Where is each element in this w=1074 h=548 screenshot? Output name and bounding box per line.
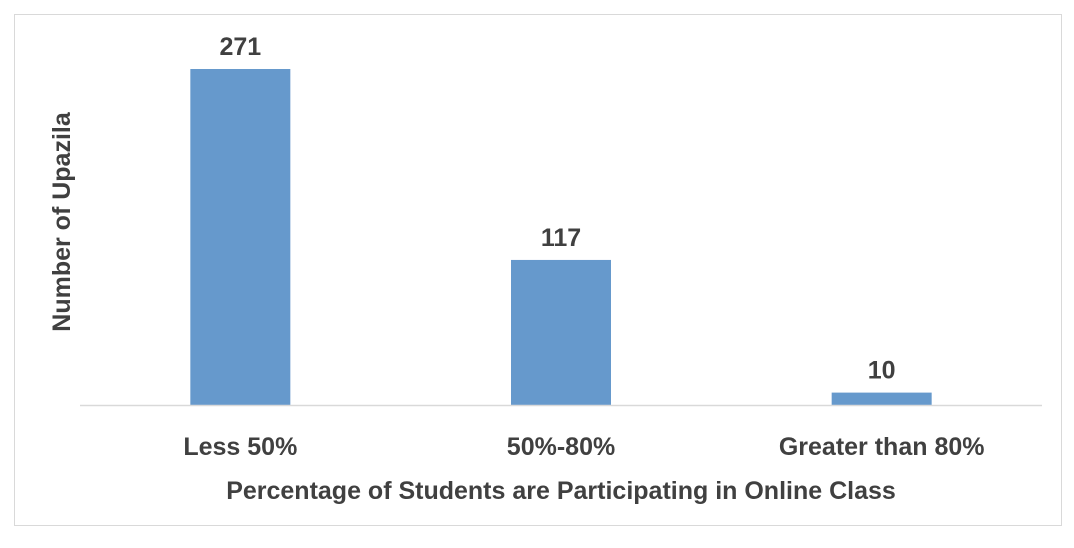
bars-layer (190, 69, 932, 405)
data-label-2: 10 (868, 357, 896, 385)
x-tick-label-0: Less 50% (183, 433, 297, 461)
data-label-0: 271 (219, 33, 261, 61)
x-tick-label-2: Greater than 80% (779, 433, 985, 461)
y-axis-title: Number of Upazila (48, 111, 76, 332)
bar-1 (511, 259, 611, 405)
x-axis-title: Percentage of Students are Participating… (226, 477, 896, 505)
x-tick-label-1: 50%-80% (507, 433, 615, 461)
data-label-1: 117 (541, 224, 581, 252)
x-tick-labels-layer: Less 50% 50%-80% Greater than 80% (183, 433, 984, 461)
data-labels-layer: 271 117 10 (219, 33, 895, 385)
bar-0 (190, 69, 291, 405)
bar-2 (831, 392, 932, 405)
